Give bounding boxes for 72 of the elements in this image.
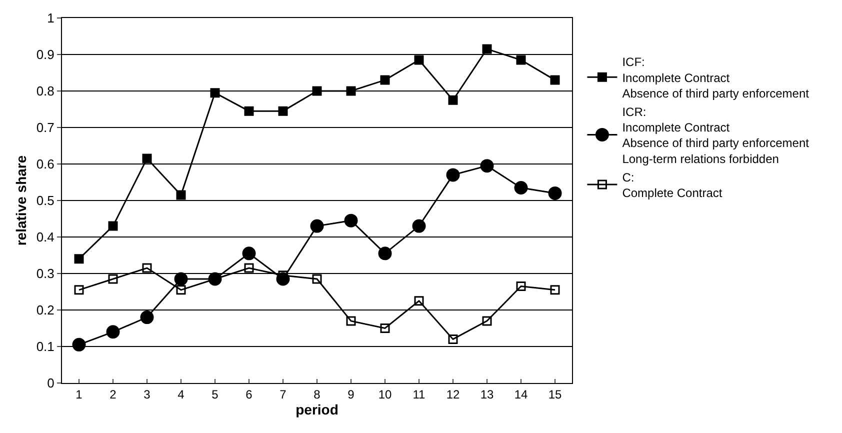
x-tick-label: 5 bbox=[212, 387, 219, 402]
y-tick-label: 0.9 bbox=[36, 47, 54, 62]
point bbox=[278, 106, 288, 116]
x-tick-label: 1 bbox=[76, 387, 83, 402]
point bbox=[310, 219, 324, 233]
point bbox=[548, 186, 562, 200]
point bbox=[344, 214, 358, 228]
point bbox=[72, 338, 86, 352]
point bbox=[74, 254, 84, 264]
point bbox=[312, 86, 322, 96]
point bbox=[106, 325, 120, 339]
x-tick-label: 4 bbox=[178, 387, 185, 402]
point bbox=[412, 219, 426, 233]
y-tick-label: 0.1 bbox=[36, 339, 54, 354]
point bbox=[244, 106, 254, 116]
point bbox=[414, 296, 424, 306]
point bbox=[516, 55, 526, 65]
x-tick-label: 10 bbox=[378, 387, 392, 402]
x-tick-label: 11 bbox=[412, 387, 426, 402]
y-tick-label: 0.3 bbox=[36, 266, 54, 282]
point bbox=[174, 272, 188, 286]
y-tick-label: 0.2 bbox=[36, 302, 54, 318]
y-tick-label: 0.4 bbox=[36, 230, 54, 245]
x-tick-label: 15 bbox=[548, 387, 562, 402]
point bbox=[446, 168, 460, 182]
point bbox=[414, 55, 424, 65]
point bbox=[480, 159, 494, 173]
point bbox=[346, 86, 356, 96]
point bbox=[550, 285, 560, 295]
x-tick-label: 2 bbox=[110, 387, 117, 402]
y-tick-label: 1 bbox=[47, 10, 54, 26]
x-tick-label: 12 bbox=[446, 387, 460, 402]
x-axis-title: period bbox=[296, 402, 338, 418]
point bbox=[448, 334, 458, 344]
point bbox=[176, 190, 186, 200]
point bbox=[176, 285, 186, 295]
point bbox=[380, 324, 390, 333]
point bbox=[74, 285, 84, 295]
point bbox=[108, 274, 118, 284]
y-axis-title: relative share bbox=[12, 155, 29, 246]
point bbox=[550, 75, 560, 85]
point bbox=[244, 263, 254, 273]
legend-label: ICR: Incomplete Contract Absence of third party enforcement Long-term relations forbidden bbox=[622, 104, 810, 166]
point bbox=[242, 246, 256, 260]
point bbox=[482, 44, 492, 54]
point bbox=[142, 263, 152, 273]
point bbox=[108, 221, 118, 231]
point bbox=[140, 310, 154, 324]
point bbox=[482, 316, 492, 326]
point bbox=[346, 316, 356, 326]
legend-label: ICF: Incomplete Contract Absence of third party enforcement bbox=[622, 55, 810, 100]
y-tick-label: 0 bbox=[47, 376, 54, 391]
x-tick-label: 7 bbox=[280, 387, 287, 402]
point bbox=[378, 246, 392, 260]
point bbox=[312, 274, 322, 284]
y-tick-label: 0.6 bbox=[36, 156, 54, 172]
x-tick-label: 9 bbox=[348, 387, 355, 402]
point bbox=[142, 154, 152, 164]
x-tick-label: 8 bbox=[314, 387, 321, 402]
x-tick-label: 14 bbox=[514, 387, 528, 402]
x-tick-label: 6 bbox=[246, 387, 253, 402]
point bbox=[448, 95, 458, 105]
point bbox=[380, 75, 390, 85]
point bbox=[210, 88, 220, 98]
y-tick-label: 0.7 bbox=[36, 120, 54, 136]
y-tick-label: 0.8 bbox=[36, 84, 54, 99]
legend-label: C: Complete Contract bbox=[622, 170, 723, 200]
x-tick-label: 3 bbox=[144, 387, 151, 402]
y-tick-label: 0.5 bbox=[36, 193, 54, 208]
point bbox=[516, 282, 526, 292]
point bbox=[514, 180, 528, 194]
x-tick-label: 13 bbox=[480, 387, 494, 402]
